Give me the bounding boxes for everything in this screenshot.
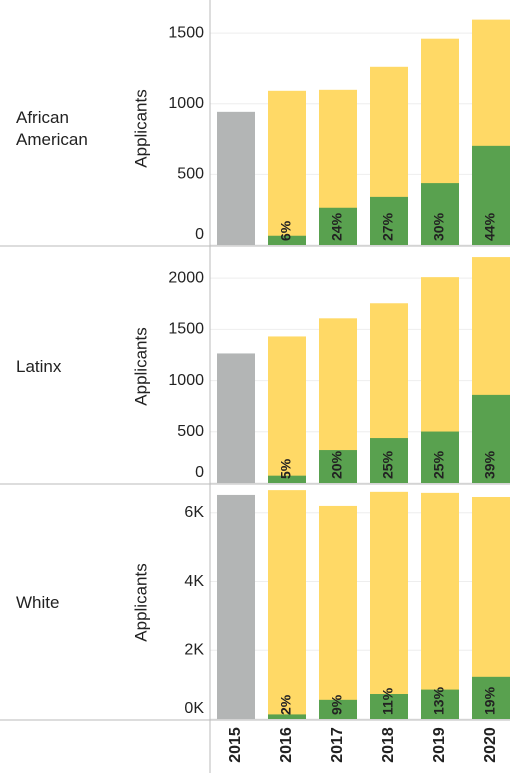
- bar: [217, 353, 255, 483]
- y-tick-label: 1000: [168, 95, 204, 112]
- row-label: Latinx: [16, 356, 62, 376]
- share-label: 9%: [329, 694, 345, 715]
- y-tick-label: 1000: [168, 372, 204, 389]
- y-axis-label: Applicants: [131, 327, 150, 405]
- share-bar: [421, 431, 459, 483]
- bar: [268, 90, 306, 246]
- x-tick-label: 2018: [380, 727, 397, 763]
- y-tick-label: 6K: [184, 504, 204, 521]
- share-label: 25%: [431, 450, 447, 479]
- share-bar: [472, 145, 510, 245]
- y-tick-label: 0: [195, 226, 204, 243]
- share-bar: [421, 689, 459, 719]
- y-axis-label: Applicants: [131, 563, 150, 641]
- share-bar: [268, 475, 306, 483]
- share-bar: [370, 694, 408, 719]
- share-bar: [319, 699, 357, 719]
- bar: [319, 505, 357, 719]
- y-tick-label: 1500: [168, 321, 204, 338]
- y-tick-label: 2000: [168, 269, 204, 286]
- share-label: 39%: [482, 450, 498, 479]
- share-label: 11%: [380, 687, 396, 715]
- bar: [268, 490, 306, 719]
- x-tick-label: 2020: [482, 727, 499, 763]
- share-label: 6%: [278, 220, 294, 241]
- share-bar: [370, 438, 408, 483]
- share-label: 27%: [380, 212, 396, 241]
- share-label: 2%: [278, 694, 294, 715]
- share-bar: [370, 196, 408, 245]
- y-tick-label: 500: [177, 166, 204, 183]
- row-label: African American: [16, 107, 88, 149]
- share-bar: [472, 676, 510, 719]
- share-label: 20%: [329, 450, 345, 479]
- row-label: White: [16, 592, 60, 612]
- share-label: 24%: [329, 212, 345, 241]
- x-tick-label: 2017: [329, 727, 346, 763]
- bar: [370, 491, 408, 719]
- share-label: 5%: [278, 458, 294, 479]
- share-bar: [319, 450, 357, 483]
- share-label: 19%: [482, 686, 498, 715]
- y-tick-label: 0K: [184, 700, 204, 717]
- bar: [421, 492, 459, 719]
- bar: [217, 494, 255, 719]
- x-tick-label: 2015: [227, 727, 244, 763]
- share-bar: [421, 183, 459, 245]
- y-tick-label: 2K: [184, 641, 204, 658]
- share-bar: [319, 207, 357, 245]
- share-bar: [268, 235, 306, 245]
- share-label: 25%: [380, 450, 396, 479]
- share-bar: [472, 394, 510, 483]
- bar: [217, 111, 255, 245]
- share-label: 30%: [431, 212, 447, 241]
- x-tick-label: 2016: [278, 727, 295, 763]
- y-axis-label: Applicants: [131, 89, 150, 167]
- share-label: 44%: [482, 212, 498, 241]
- y-tick-label: 1500: [168, 24, 204, 41]
- share-label: 13%: [431, 686, 447, 715]
- y-tick-label: 4K: [184, 573, 204, 590]
- share-bar: [268, 714, 306, 719]
- x-tick-label: 2019: [431, 727, 448, 763]
- y-tick-label: 500: [177, 423, 204, 440]
- y-tick-label: 0: [195, 464, 204, 481]
- bar: [268, 336, 306, 483]
